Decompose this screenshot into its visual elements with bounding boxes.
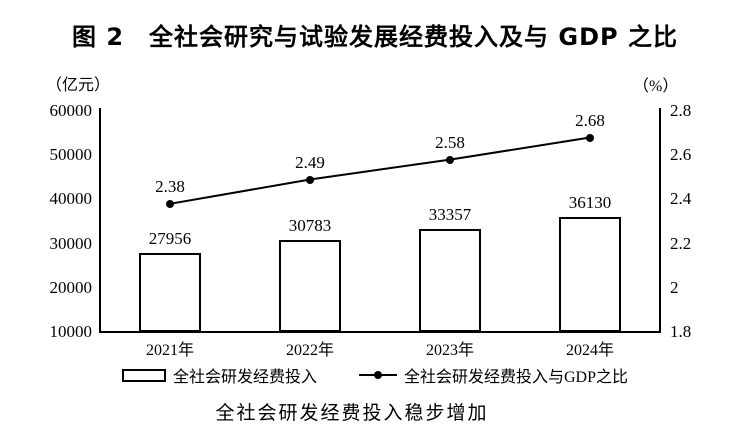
line-point-dot [306,175,314,184]
right-axis-tick-label: 2.4 [670,189,692,209]
bar [419,228,481,332]
right-axis-tick-label: 2.8 [670,101,692,120]
line-point-value-label: 2.49 [295,152,325,172]
left-axis-unit-label: （亿元） [46,77,111,94]
right-y-axis-line [659,108,661,333]
right-axis-tick-label: 2 [670,277,679,297]
legend-item-bar: 全社会研发经费投入 [121,363,317,387]
bar [139,252,201,332]
bar-legend-swatch-icon [121,368,166,382]
right-axis-tick-label: 1.8 [670,322,692,341]
bar-value-label: 36130 [568,192,612,212]
legend: 全社会研发经费投入 全社会研发经费投入与GDP之比 [0,363,750,387]
bar-value-label: 33357 [428,204,472,224]
line-legend-label: 全社会研发经费投入与GDP之比 [404,369,629,386]
bar [279,240,341,332]
right-axis-tick-label: 2.2 [670,233,692,253]
line-point-dot [586,133,594,142]
line-point-dot [166,199,174,208]
bar [559,216,621,332]
bar-legend-label: 全社会研发经费投入 [172,369,317,386]
right-axis-tick-label: 2.6 [670,145,692,165]
line-point-value-label: 2.38 [155,176,185,196]
left-axis-tick-label: 30000 [49,233,93,253]
x-axis-category-label: 2022年 [285,342,334,359]
line-dot-legend-dot [374,371,382,379]
line-point-value-label: 2.58 [435,132,465,152]
left-axis-tick-label: 20000 [49,277,93,297]
x-axis-category-label: 2021年 [145,342,194,359]
figure-caption: 全社会研发经费投入稳步增加 [215,403,489,424]
x-axis-line [99,331,661,333]
left-axis-tick-label: 50000 [49,145,93,165]
left-axis-tick-label: 10000 [49,322,93,341]
line-point-dot [446,155,454,164]
figure-title: 图 2 全社会研究与试验发展经费投入及与 GDP 之比 [72,23,678,51]
legend-item-line: 全社会研发经费投入与GDP之比 [359,363,628,387]
line-dot-legend-swatch-icon [359,371,397,379]
left-axis-tick-label: 60000 [49,101,93,120]
left-axis-tick-label: 40000 [49,189,93,209]
x-axis-category-label: 2023年 [425,342,474,359]
left-y-axis-line [99,108,101,333]
right-axis-unit-label: （%） [633,78,679,95]
bar-value-label: 27956 [148,228,192,248]
line-point-value-label: 2.68 [575,110,605,130]
bar-value-label: 30783 [288,216,332,236]
x-axis-category-label: 2024年 [565,342,614,359]
